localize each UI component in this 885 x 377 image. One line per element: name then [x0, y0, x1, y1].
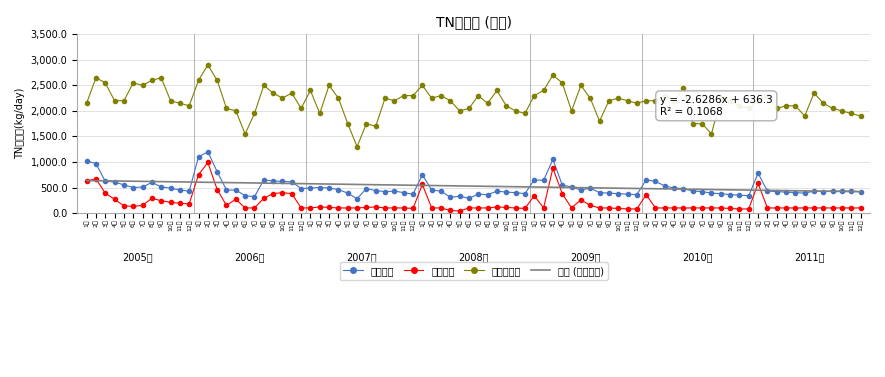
Text: y = -2.6286x + 636.3
R² = 0.1068: y = -2.6286x + 636.3 R² = 0.1068 — [660, 95, 773, 116]
Text: 2008년: 2008년 — [458, 252, 489, 262]
Text: 2007년: 2007년 — [346, 252, 377, 262]
Text: 2010년: 2010년 — [682, 252, 712, 262]
Text: 2006년: 2006년 — [235, 252, 266, 262]
Title: TN부하량 (평균): TN부하량 (평균) — [435, 15, 512, 29]
Text: 2005년: 2005년 — [123, 252, 153, 262]
Legend: 전체유역, 상시하천, 하수체리장, 선형 (전체유역): 전체유역, 상시하천, 하수체리장, 선형 (전체유역) — [340, 262, 608, 280]
Text: 2011년: 2011년 — [794, 252, 825, 262]
Y-axis label: TN부하량(kg/day): TN부하량(kg/day) — [15, 88, 25, 159]
Text: 2009년: 2009년 — [570, 252, 601, 262]
